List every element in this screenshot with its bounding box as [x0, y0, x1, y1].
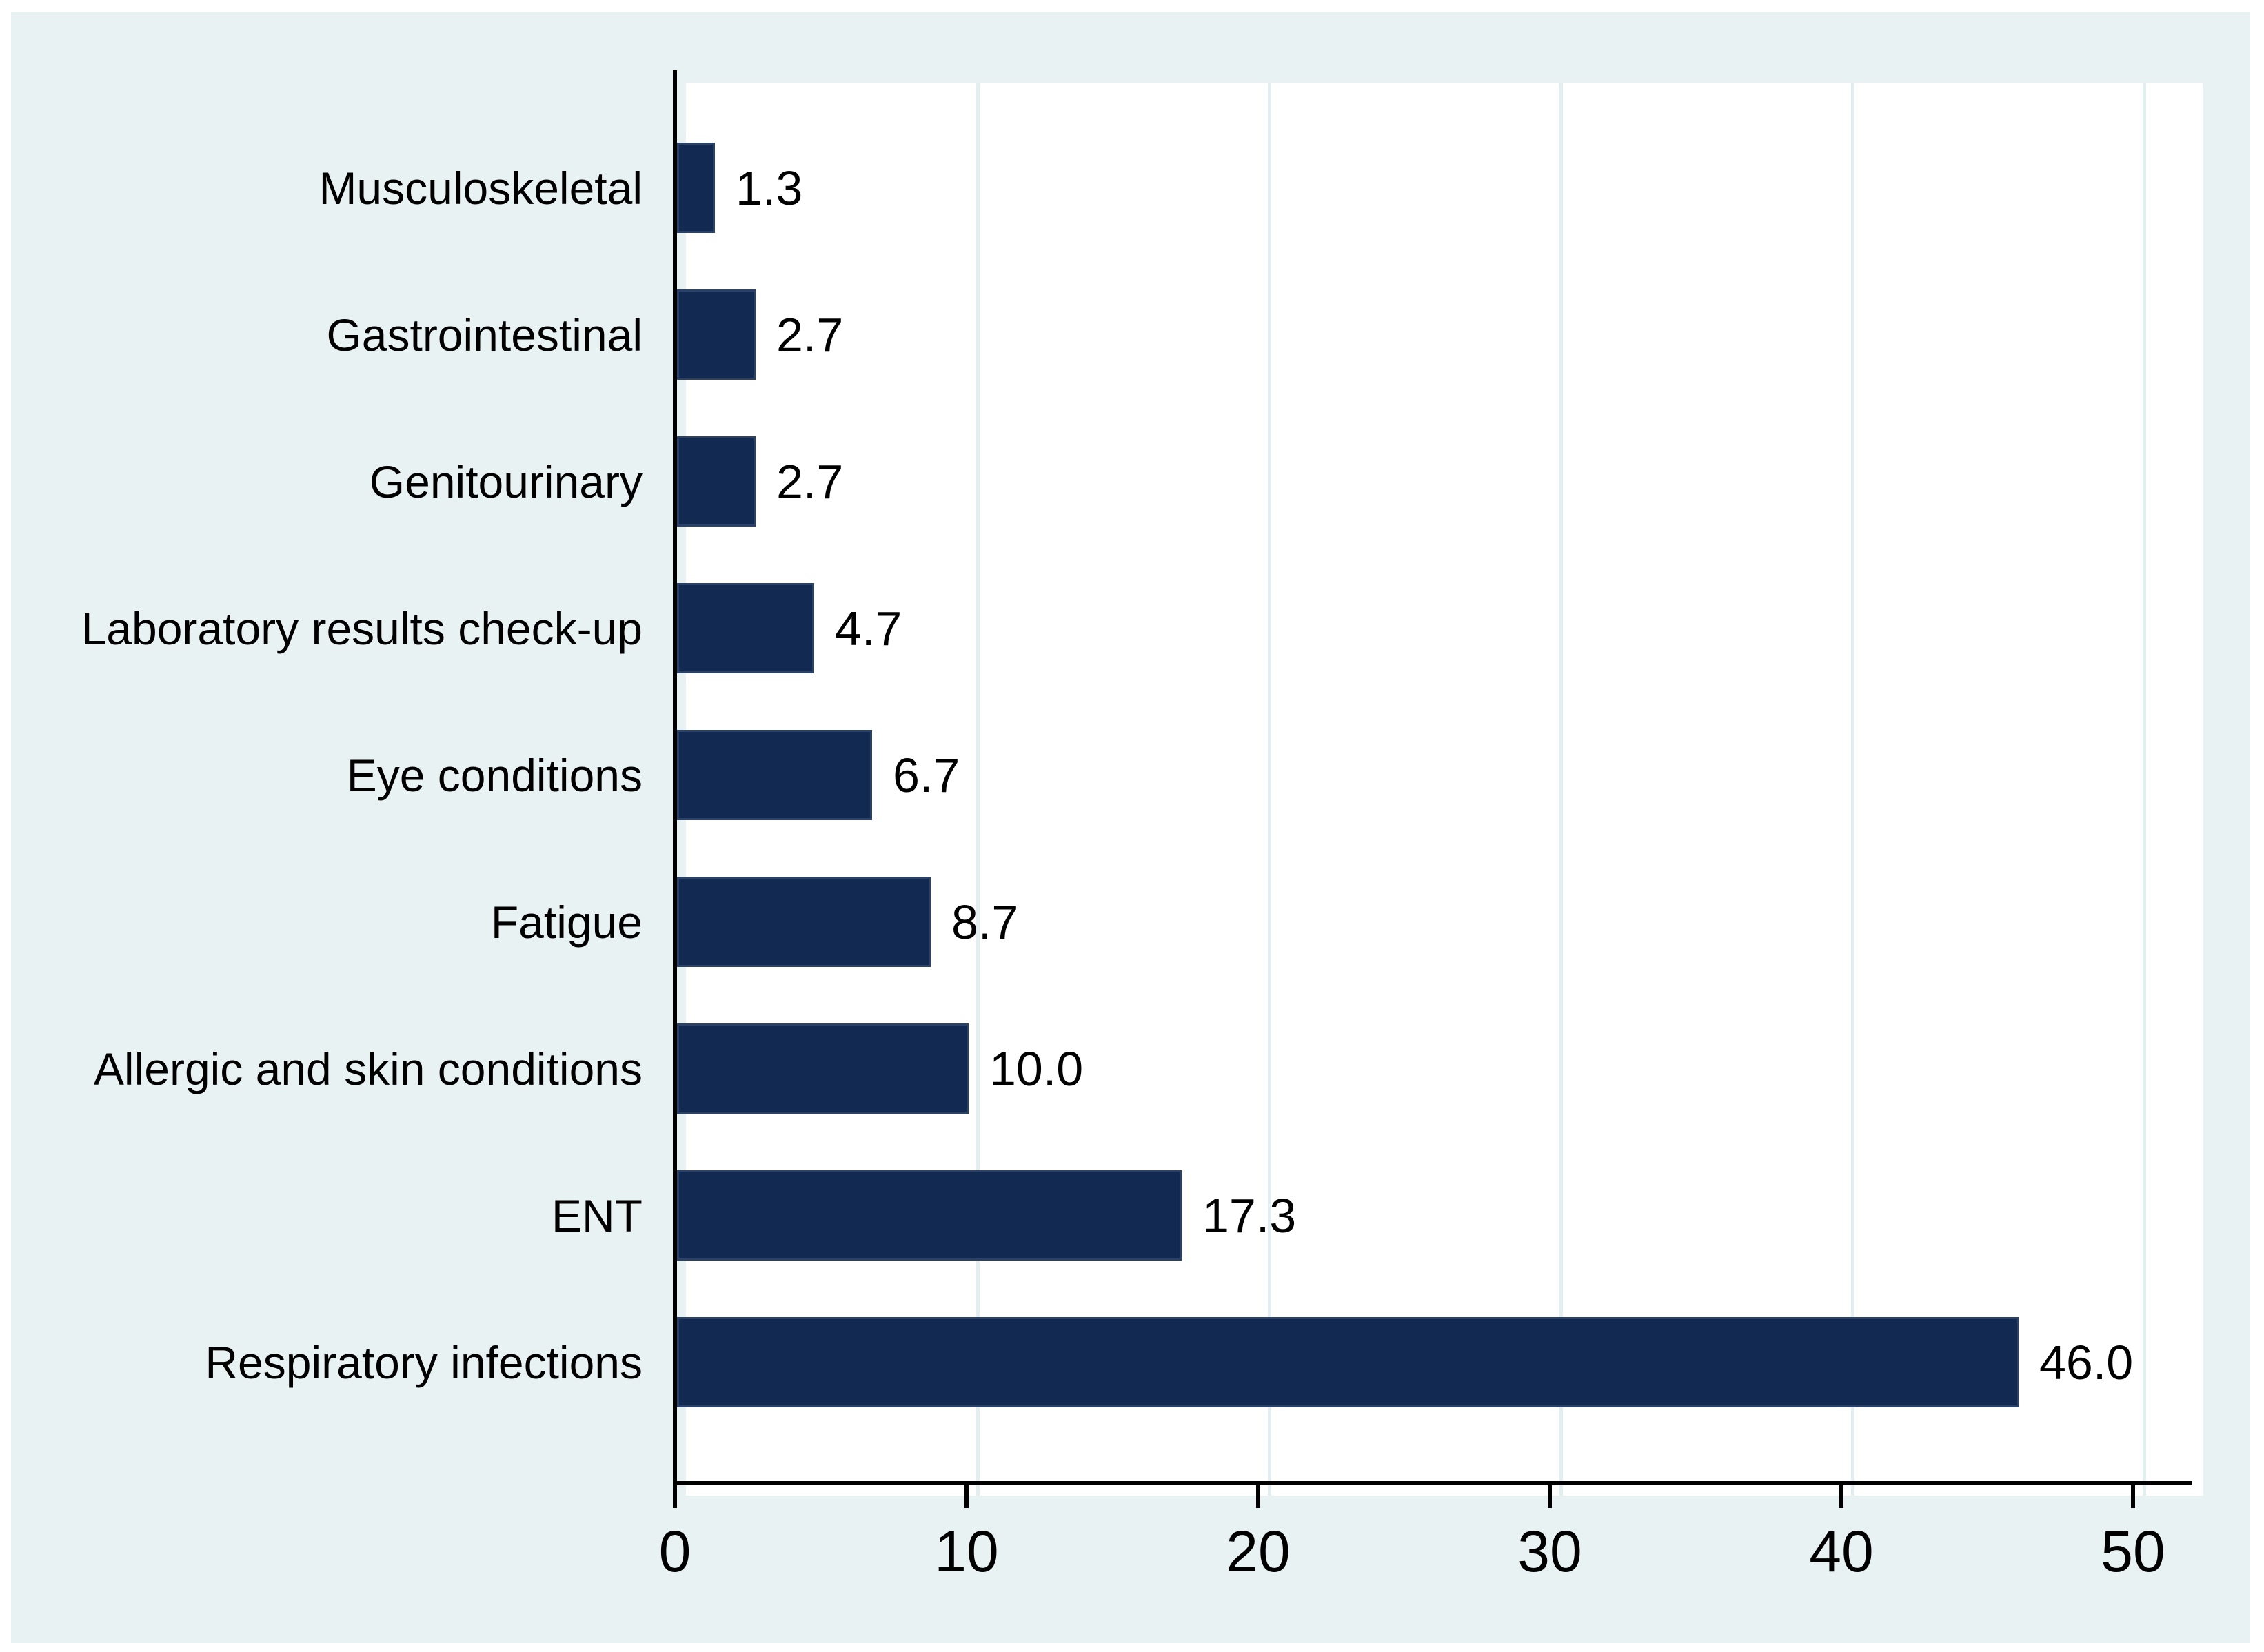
category-label: ENT — [552, 1190, 643, 1241]
value-label: 2.7 — [776, 307, 844, 362]
category-label: Musculoskeletal — [319, 162, 643, 214]
x-axis-line — [673, 1481, 2192, 1485]
category-label: Gastrointestinal — [326, 309, 643, 360]
value-label: 4.7 — [835, 601, 902, 655]
value-label: 6.7 — [893, 748, 960, 802]
category-label: Respiratory infections — [205, 1336, 643, 1388]
gridline-x-50 — [2143, 83, 2146, 1496]
bar — [677, 436, 756, 527]
bar — [677, 730, 872, 820]
bar — [677, 877, 931, 967]
gridline-x-30 — [1559, 83, 1563, 1496]
category-label: Eye conditions — [346, 749, 643, 801]
bar — [677, 583, 814, 673]
category-label: Fatigue — [490, 896, 643, 948]
category-label: Allergic and skin conditions — [93, 1043, 643, 1094]
value-label: 2.7 — [776, 454, 844, 509]
value-label: 46.0 — [2039, 1335, 2134, 1389]
y-axis-line — [673, 70, 677, 1506]
bar — [677, 289, 756, 380]
gridline-x-40 — [1851, 83, 1854, 1496]
value-label: 8.7 — [951, 895, 1019, 949]
gridline-x-20 — [1268, 83, 1271, 1496]
value-label: 10.0 — [989, 1041, 1084, 1096]
category-label: Genitourinary — [369, 456, 643, 507]
bar — [677, 143, 715, 233]
bar — [677, 1023, 969, 1114]
category-label: Laboratory results check-up — [81, 602, 643, 654]
value-label: 1.3 — [736, 161, 803, 215]
chart-panel — [11, 12, 2250, 1643]
bar — [677, 1170, 1182, 1261]
gridline-x-10 — [976, 83, 980, 1496]
bar — [677, 1317, 2019, 1407]
value-label: 17.3 — [1202, 1188, 1297, 1243]
